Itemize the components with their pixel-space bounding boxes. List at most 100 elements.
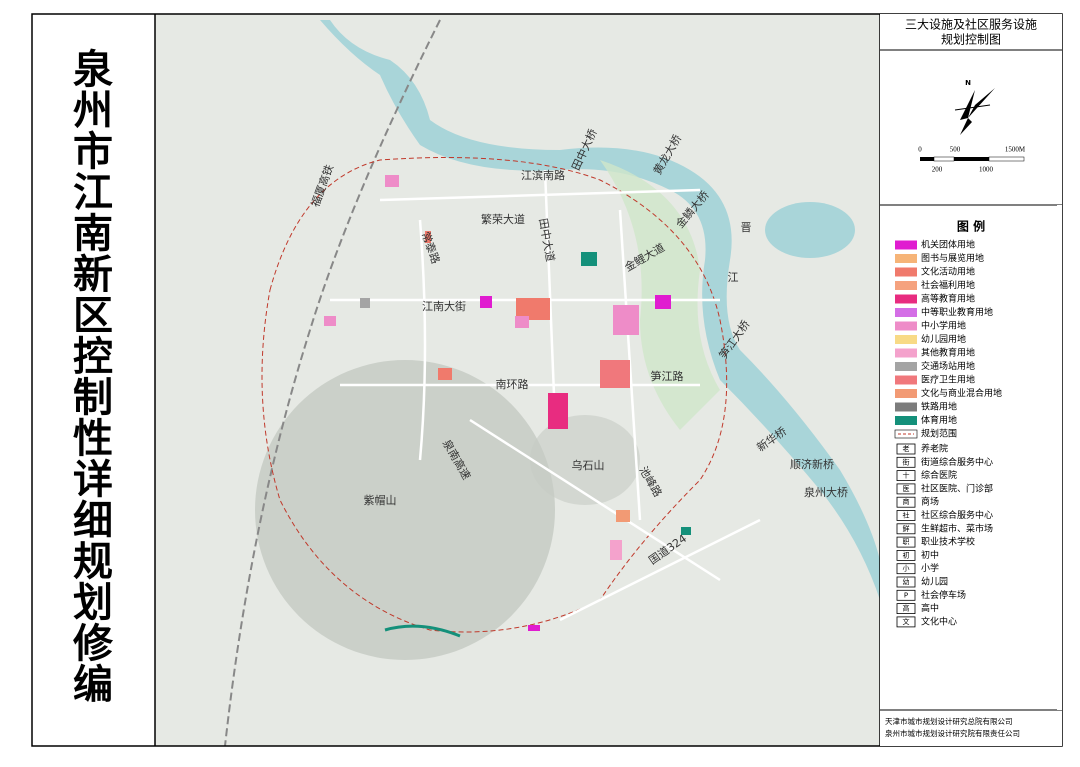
legend-symbol: 医 xyxy=(903,485,910,493)
legend-label: 体育用地 xyxy=(921,414,957,426)
legend-label: 机关团体用地 xyxy=(921,239,975,251)
legend-symbol: 鲜 xyxy=(903,524,910,533)
scale-label: 1500M xyxy=(1005,146,1026,154)
panel-title: 规划控制图 xyxy=(941,32,1001,47)
legend-symbol: 职 xyxy=(903,538,910,546)
legend-symbol-box xyxy=(896,550,916,561)
legend-label: 街道综合服务中心 xyxy=(921,456,993,468)
legend-label: 高等教育用地 xyxy=(921,293,975,305)
legend-swatch xyxy=(895,308,917,317)
page-title: 泉州市江南新区控制性详细规划修编 xyxy=(73,47,114,708)
credit: 泉州市城市规划设计研究院有限责任公司 xyxy=(885,728,1020,738)
legend-symbol: 十 xyxy=(903,471,910,480)
legend-swatch xyxy=(895,240,917,250)
map-label: 繁荣大道 xyxy=(481,212,525,226)
legend-symbol: 小 xyxy=(903,564,910,573)
map-label: 江南大街 xyxy=(422,299,466,313)
legend-swatch xyxy=(895,321,917,331)
legend-label: 综合医院 xyxy=(921,469,957,481)
legend-symbol: 初 xyxy=(903,550,910,559)
legend-swatch xyxy=(895,294,917,304)
scale-label: 500 xyxy=(950,146,961,154)
scale-bar xyxy=(920,156,1025,162)
legend-label: 中等职业教育用地 xyxy=(921,306,993,318)
legend-label: 社会福利用地 xyxy=(921,279,975,291)
legend-label: 文化中心 xyxy=(921,615,957,627)
credit: 天津市城市规划设计研究总院有限公司 xyxy=(885,716,1013,726)
legend-label: 职业技术学校 xyxy=(921,536,975,548)
legend-symbol: 社 xyxy=(903,511,910,520)
legend-symbol-box xyxy=(896,470,916,482)
legend-label: 社区医院、门诊部 xyxy=(921,482,993,494)
facility-blocks xyxy=(324,175,691,638)
legend-swatch xyxy=(895,416,917,425)
legend-swatch xyxy=(895,335,917,344)
legend-label: 商场 xyxy=(921,496,939,508)
legend-symbol-box xyxy=(896,523,916,535)
scale-label: 200 xyxy=(932,166,943,174)
map-label: 笋江路 xyxy=(651,369,684,383)
map-label: 江滨南路 xyxy=(521,168,565,182)
legend-label: 高中 xyxy=(921,602,939,614)
legend-symbol: 商 xyxy=(903,497,910,506)
legend-label: 社会停车场 xyxy=(921,589,966,601)
legend-swatch xyxy=(895,402,917,412)
legend-swatch xyxy=(895,348,917,358)
legend-label: 文化与商业混合用地 xyxy=(921,387,1002,399)
map-label: 顺济新桥 xyxy=(790,457,834,471)
legend-swatch xyxy=(894,429,918,439)
legend-label: 养老院 xyxy=(921,443,948,455)
legend-symbol: 高 xyxy=(903,604,910,613)
legend-symbol-box xyxy=(896,443,916,455)
legend-label: 其他教育用地 xyxy=(921,347,975,359)
legend-label: 初中 xyxy=(921,549,939,561)
legend-swatch xyxy=(895,362,917,371)
divider xyxy=(1057,205,1062,710)
legend-title: 图 例 xyxy=(957,219,985,234)
map-label: 紫帽山 xyxy=(364,494,397,507)
panel-title: 三大设施及社区服务设施 xyxy=(905,17,1037,32)
legend-swatch xyxy=(895,375,917,385)
legend-label: 中小学用地 xyxy=(921,320,966,332)
legend-label: 医疗卫生用地 xyxy=(921,374,975,386)
legend-label: 幼儿园 xyxy=(921,576,948,588)
legend-symbol-box xyxy=(896,456,916,468)
legend-swatch xyxy=(895,267,917,277)
north-label: N xyxy=(965,79,971,87)
legend-label: 幼儿园用地 xyxy=(921,333,966,345)
legend-symbol-box xyxy=(896,483,916,495)
legend-symbol: 老 xyxy=(903,444,910,453)
legend-symbol-box xyxy=(896,603,916,614)
legend-symbol-box xyxy=(896,589,916,601)
map-label: 南环路 xyxy=(496,378,529,391)
legend-symbol-box xyxy=(896,616,916,628)
legend-symbol-box xyxy=(896,510,916,521)
legend-label: 交通场站用地 xyxy=(921,360,975,372)
legend-label: 生鲜超市、菜市场 xyxy=(921,522,993,534)
scale-label: 0 xyxy=(918,146,922,154)
legend-label: 规划范围 xyxy=(921,428,957,440)
legend-symbol-box xyxy=(896,576,916,588)
map-label: 乌石山 xyxy=(572,458,605,472)
legend-label: 小学 xyxy=(921,562,939,574)
legend-symbol-box xyxy=(896,536,916,548)
legend-symbol: 文 xyxy=(903,617,910,626)
legend-swatch xyxy=(895,281,917,290)
map-label: 江 xyxy=(728,271,739,284)
legend-label: 图书与展览用地 xyxy=(921,252,984,264)
legend-symbol: 街 xyxy=(903,457,910,466)
map-label: 泉州大桥 xyxy=(804,485,848,499)
legend-symbol-box xyxy=(896,563,916,575)
legend-swatch xyxy=(895,389,917,398)
legend-label: 文化活动用地 xyxy=(921,266,975,278)
scale-label: 1000 xyxy=(979,166,994,174)
legend-swatch xyxy=(895,254,917,263)
legend-label: 社区综合服务中心 xyxy=(921,509,993,521)
legend-symbol-box xyxy=(896,496,916,508)
map-label: 晋 xyxy=(741,221,752,234)
north-arrow xyxy=(954,88,995,135)
legend-symbol: 幼 xyxy=(903,577,910,586)
legend-label: 铁路用地 xyxy=(921,401,957,413)
